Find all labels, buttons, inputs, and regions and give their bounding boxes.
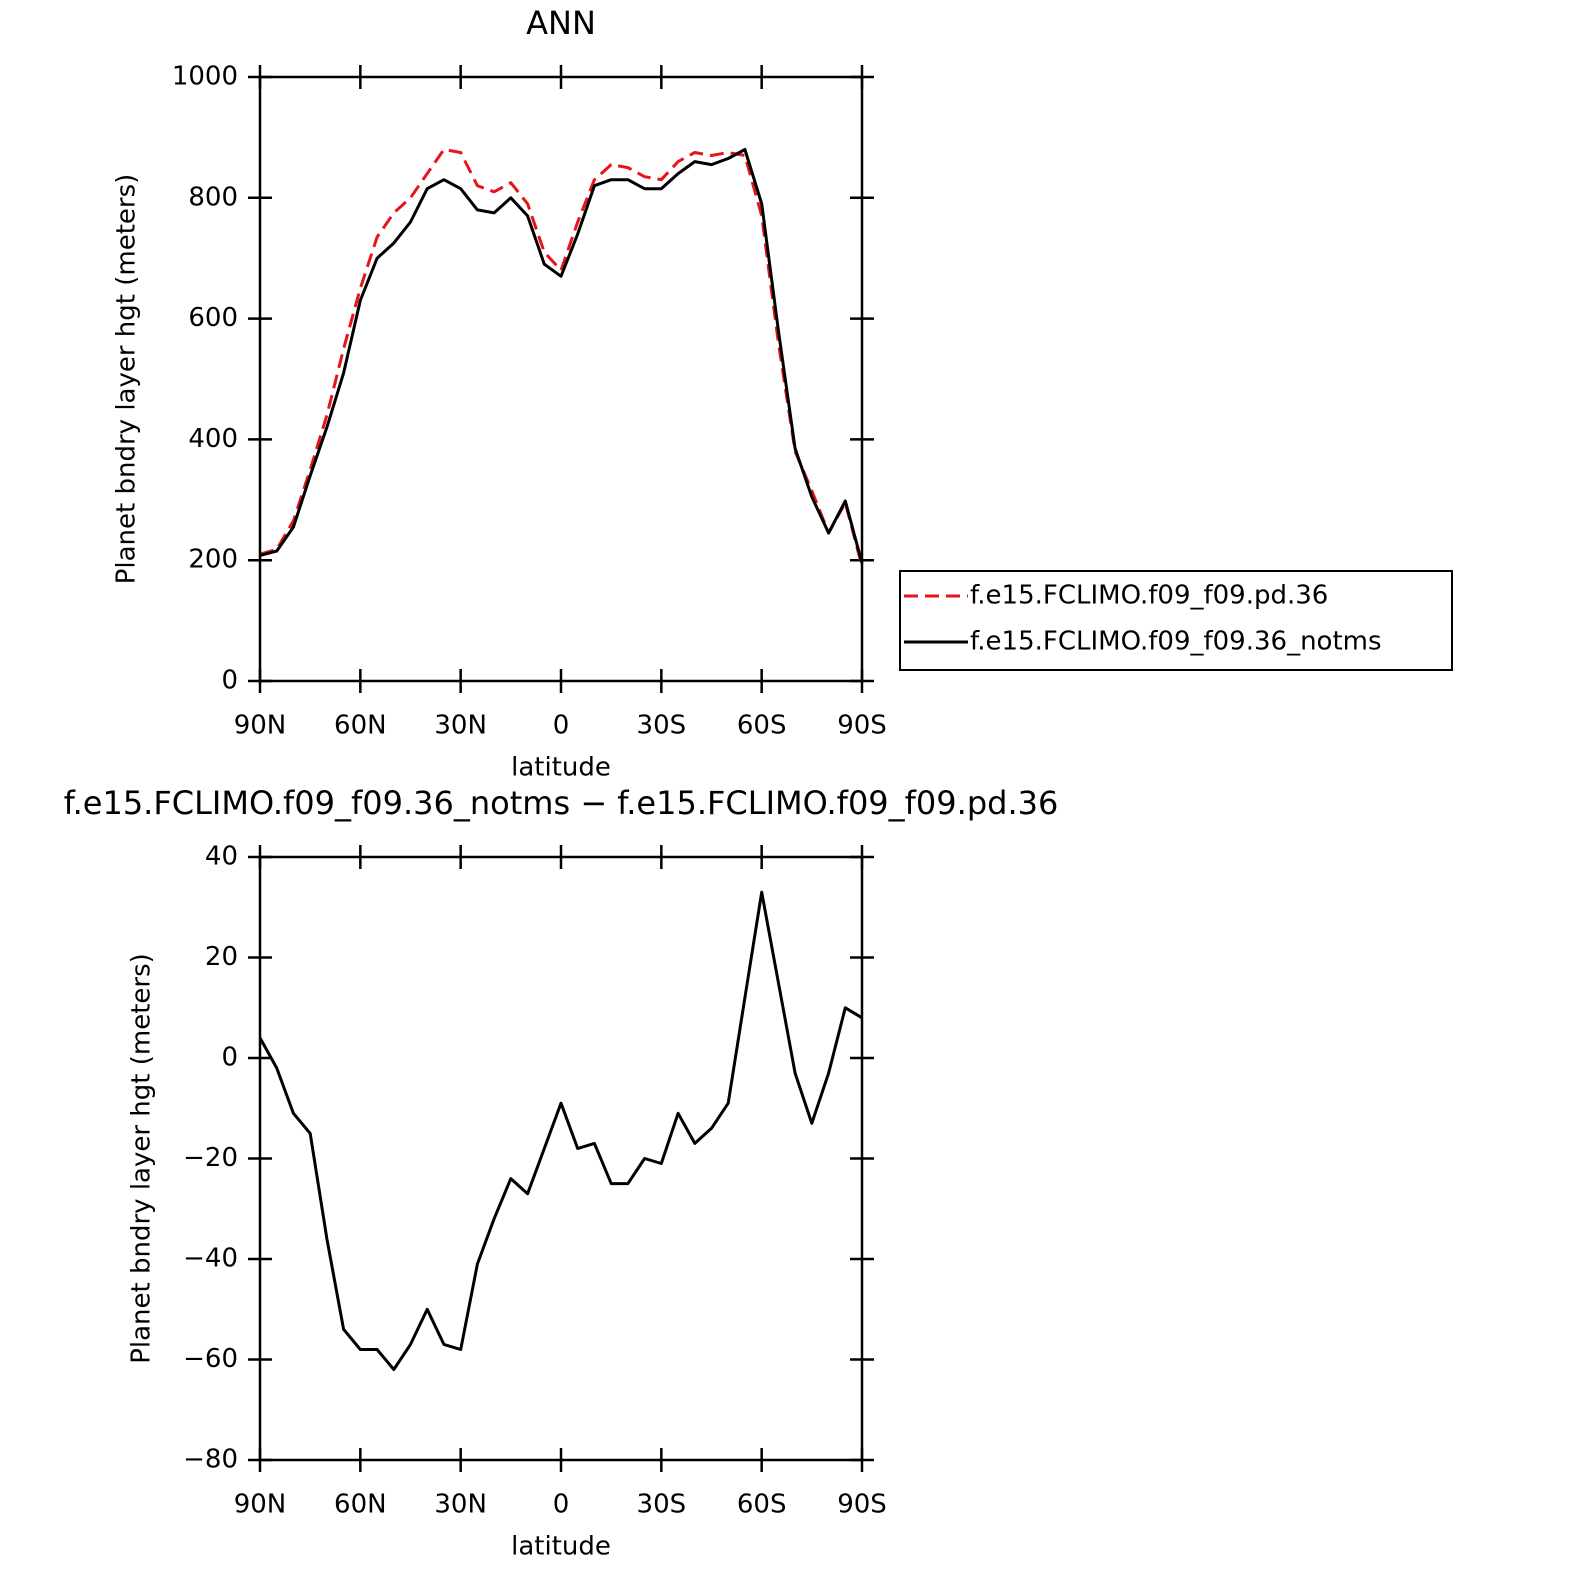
- y-tick-label: 0: [221, 1043, 238, 1073]
- x-tick-label: 60S: [737, 1490, 787, 1520]
- plot-frame: [258, 855, 864, 1462]
- x-tick-label: 30S: [637, 1490, 687, 1520]
- chart-title: f.e15.FCLIMO.f09_f09.36_notms − f.e15.FC…: [64, 784, 1059, 822]
- x-tick-label: 90S: [837, 711, 887, 741]
- y-tick-label: 400: [188, 424, 238, 454]
- x-tick-label: 90N: [234, 1490, 287, 1520]
- y-tick-label: 0: [221, 666, 238, 696]
- chart-title: ANN: [526, 4, 596, 42]
- legend-label: f.e15.FCLIMO.f09_f09.pd.36: [970, 581, 1328, 611]
- y-tick-label: 800: [188, 182, 238, 212]
- x-tick-label: 30S: [637, 711, 687, 741]
- y-axis-label: Planet bndry layer hgt (meters): [127, 953, 157, 1364]
- y-tick-label: 1000: [172, 62, 238, 92]
- x-tick-label: 0: [553, 711, 570, 741]
- x-tick-label: 0: [553, 1490, 570, 1520]
- data-line: [259, 148, 864, 567]
- y-tick-label: 600: [188, 303, 238, 333]
- y-tick-label: −40: [183, 1244, 238, 1274]
- legend-label: f.e15.FCLIMO.f09_f09.36_notms: [970, 627, 1382, 657]
- y-tick-label: 40: [205, 842, 238, 872]
- x-tick-label: 30N: [434, 1490, 487, 1520]
- data-line: [259, 148, 864, 564]
- y-axis-label: Planet bndry layer hgt (meters): [112, 174, 142, 585]
- y-tick-label: 200: [188, 545, 238, 575]
- y-tick-label: −80: [183, 1445, 238, 1475]
- y-tick-label: −60: [183, 1344, 238, 1374]
- x-tick-label: 60N: [334, 711, 387, 741]
- x-tick-label: 60N: [334, 1490, 387, 1520]
- legend-box: [899, 570, 1453, 671]
- y-tick-label: −20: [183, 1143, 238, 1173]
- x-tick-label: 90N: [234, 711, 287, 741]
- data-line: [258, 890, 863, 1371]
- x-axis-label: latitude: [511, 753, 611, 783]
- plot-frame: [258, 75, 864, 683]
- x-tick-label: 60S: [737, 711, 787, 741]
- y-tick-label: 20: [205, 942, 238, 972]
- x-tick-label: 30N: [434, 711, 487, 741]
- x-axis-label: latitude: [511, 1532, 611, 1562]
- x-tick-label: 90S: [837, 1490, 887, 1520]
